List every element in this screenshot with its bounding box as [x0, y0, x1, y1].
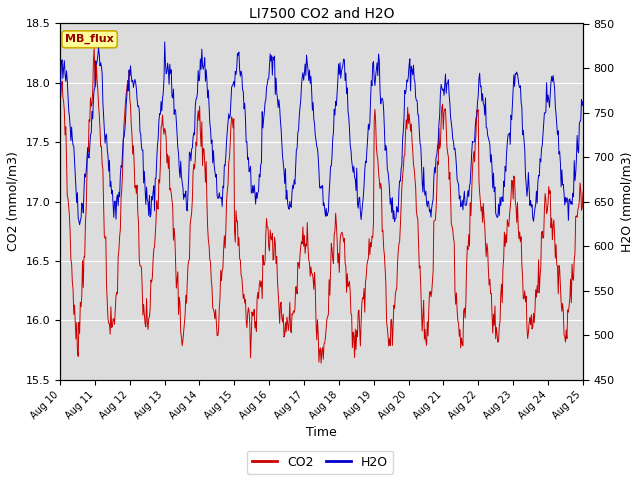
Text: MB_flux: MB_flux: [65, 34, 114, 45]
Y-axis label: H2O (mmol/m3): H2O (mmol/m3): [620, 151, 633, 252]
Y-axis label: CO2 (mmol/m3): CO2 (mmol/m3): [7, 152, 20, 252]
Title: LI7500 CO2 and H2O: LI7500 CO2 and H2O: [249, 7, 394, 21]
Legend: CO2, H2O: CO2, H2O: [247, 451, 393, 474]
X-axis label: Time: Time: [306, 426, 337, 440]
